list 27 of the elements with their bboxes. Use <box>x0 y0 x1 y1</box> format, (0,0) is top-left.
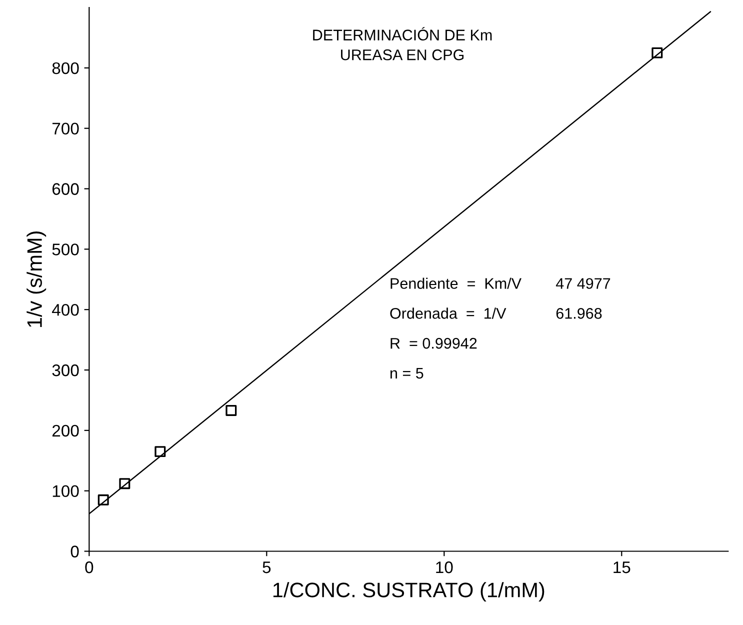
point <box>652 47 663 58</box>
y-tick-label: 500 <box>52 244 79 256</box>
annotation: n = 5 <box>390 368 424 379</box>
annotation: 61.968 <box>556 308 602 319</box>
y-tick-label: 400 <box>52 304 79 316</box>
point <box>226 404 237 416</box>
text: DETERMINACIÓN DE Km UREASA EN CPG <box>313 27 492 60</box>
x-tick-label: 10 <box>436 561 453 574</box>
annotation: Ordenada = 1/V <box>390 308 506 319</box>
point <box>98 494 109 506</box>
y-tick-label: 300 <box>52 364 79 376</box>
x-tick-label: 5 <box>262 562 271 574</box>
annotation: R = 0.99942 <box>390 338 477 349</box>
x-tick-label: 0 <box>85 561 94 574</box>
y-tick-label: 700 <box>52 122 79 135</box>
y-tick-label: 200 <box>52 424 79 437</box>
annotation: Pendiente = Km/V <box>390 278 522 289</box>
y-tick-label: 100 <box>52 485 79 498</box>
y-tick-label: 0 <box>70 546 79 558</box>
point <box>119 478 130 490</box>
annotation: 47 4977 <box>556 278 610 289</box>
y-tick-label: 800 <box>52 62 79 74</box>
x-tick-label: 15 <box>614 562 630 574</box>
point <box>154 446 166 458</box>
x-axis-title: 1/CONC. SUSTRATO (1/mM) <box>273 582 544 602</box>
y-tick-label: 600 <box>52 183 79 195</box>
y-axis-title: 1/v (s/mM) <box>26 231 46 327</box>
